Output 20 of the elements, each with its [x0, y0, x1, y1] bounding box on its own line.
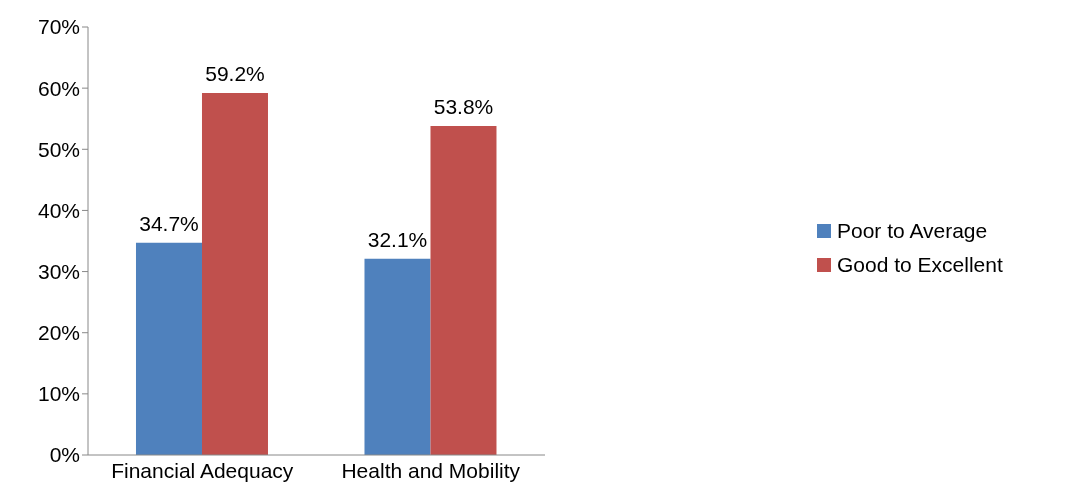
x-tick-label: Financial Adequacy	[111, 458, 294, 482]
y-tick-label: 30%	[37, 260, 80, 284]
y-tick-label: 70%	[37, 15, 80, 39]
y-tick-label: 20%	[37, 321, 80, 345]
bar	[364, 258, 431, 455]
data-label: 34.7%	[139, 211, 199, 235]
bar	[201, 93, 268, 455]
data-label: 32.1%	[367, 227, 428, 251]
legend-label: Poor to Average	[837, 219, 988, 243]
y-tick-label: 40%	[37, 198, 80, 222]
bar	[135, 242, 202, 455]
data-label: 53.8%	[433, 95, 494, 119]
x-tick-label: Health and Mobility	[341, 458, 521, 482]
y-tick-label: 10%	[37, 382, 80, 406]
bar	[430, 126, 497, 455]
data-label: 59.2%	[205, 62, 265, 86]
y-tick-label: 0%	[49, 443, 80, 467]
legend-label: Good to Excellent	[837, 253, 1003, 277]
y-tick-label: 60%	[37, 76, 80, 100]
y-tick-label: 50%	[37, 137, 80, 161]
